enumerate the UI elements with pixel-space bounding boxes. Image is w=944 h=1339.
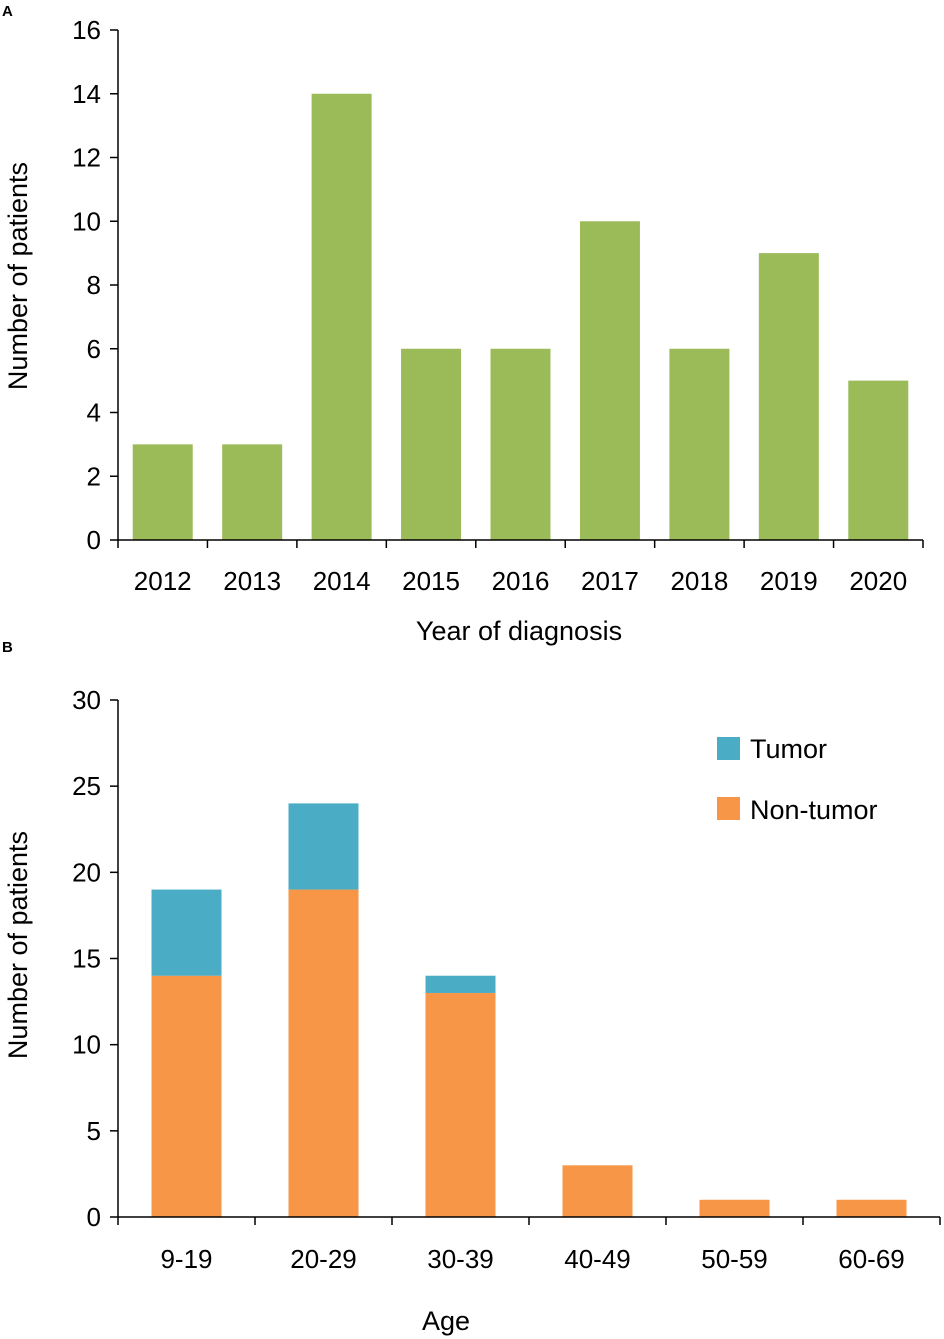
panel-a-bar-2018 [669,348,730,540]
panel-b-x-tick-label: 50-59 [701,1244,768,1274]
panel-b-stacked-bar-chart: B 0 5 10 15 20 25 30 9-19 20-29 30-39 40-49 50-59 6… [2,639,941,1336]
panel-a-y-tick-label: 4 [87,398,101,428]
panel-b-y-axis-title: Number of patients [3,831,33,1059]
legend-label-tumor: Tumor [750,734,827,764]
panel-a-y-tick-label: 8 [87,270,101,300]
panel-b-y-tick-label: 15 [72,944,101,974]
panel-a-bar-2012 [132,444,193,540]
panel-a-x-tick-label: 2020 [849,566,907,596]
panel-b-bars [151,803,907,1217]
panel-b-x-axis-title: Age [422,1306,470,1336]
panel-a-y-axis-title: Number of patients [3,162,33,390]
panel-b-bar-tumor-20-29 [288,803,359,890]
panel-a-x-axis-title: Year of diagnosis [416,616,622,646]
panel-b-bar-non-tumor-30-39 [425,992,496,1217]
panel-b-y-ticks: 0 5 10 15 20 25 30 [72,685,118,1232]
panel-a-bar-2014 [311,93,372,540]
panel-b-y-tick-label: 25 [72,771,101,801]
legend-label-non-tumor: Non-tumor [750,795,878,825]
panel-a-x-tick-label: 2017 [581,566,639,596]
panel-b-x-tick-label: 20-29 [290,1244,357,1274]
panel-a-y-tick-label: 16 [72,15,101,45]
panel-b-x-ticks: 9-19 20-29 30-39 40-49 50-59 60-69 [117,1217,941,1274]
panel-a-x-tick-label: 2019 [760,566,818,596]
panel-b-bar-non-tumor-9-19 [151,975,222,1217]
panel-b-y-tick-label: 10 [72,1030,101,1060]
legend-swatch-non-tumor [717,797,740,820]
panel-a-x-tick-label: 2016 [492,566,550,596]
panel-a-bars [132,93,909,540]
panel-a-y-tick-label: 6 [87,334,101,364]
panel-a-x-tick-label: 2018 [670,566,728,596]
panel-b-y-tick-label: 20 [72,857,101,887]
panel-a-bar-2020 [848,380,909,540]
panel-b-x-tick-label: 30-39 [427,1244,494,1274]
panel-a-y-tick-label: 12 [72,143,101,173]
panel-b-x-tick-label: 9-19 [160,1244,212,1274]
panel-b-bar-tumor-30-39 [425,975,496,993]
panel-a-y-tick-label: 2 [87,461,101,491]
panel-b-bar-non-tumor-20-29 [288,889,359,1217]
panel-b-bar-non-tumor-50-59 [699,1199,770,1217]
panel-a-label: A [2,3,13,20]
panel-b-bar-non-tumor-60-69 [836,1199,907,1217]
legend-swatch-tumor [717,737,740,760]
panel-b-legend: Tumor Non-tumor [717,734,878,825]
panel-a-y-tick-label: 14 [72,79,101,109]
panel-b-bar-tumor-9-19 [151,889,222,976]
panel-a-bar-2019 [758,253,819,540]
panel-a-bar-chart: A 0 2 4 6 8 10 12 14 16 2012 2013 2014 2015 2016 2017… [2,3,924,646]
panel-b-y-tick-label: 5 [87,1116,101,1146]
panel-a-x-tick-label: 2012 [134,566,192,596]
panel-a-x-tick-label: 2013 [223,566,281,596]
panel-a-bar-2013 [222,444,283,540]
panel-b-x-tick-label: 40-49 [564,1244,631,1274]
panel-b-bar-non-tumor-40-49 [562,1165,633,1217]
panel-a-bar-2016 [490,348,551,540]
panel-b-y-tick-label: 0 [87,1202,101,1232]
panel-a-bar-2015 [401,348,462,540]
panel-a-bar-2017 [579,221,640,540]
panel-a-x-tick-label: 2015 [402,566,460,596]
panel-b-label: B [2,639,13,656]
panel-b-y-tick-label: 30 [72,685,101,715]
panel-a-x-tick-label: 2014 [313,566,371,596]
panel-b-x-tick-label: 60-69 [838,1244,905,1274]
panel-a-y-tick-label: 10 [72,206,101,236]
panel-a-y-tick-label: 0 [87,525,101,555]
panel-a-x-ticks: 2012 2013 2014 2015 2016 2017 2018 2019 2020 [117,540,924,596]
panel-a-y-ticks: 0 2 4 6 8 10 12 14 16 [72,15,118,555]
